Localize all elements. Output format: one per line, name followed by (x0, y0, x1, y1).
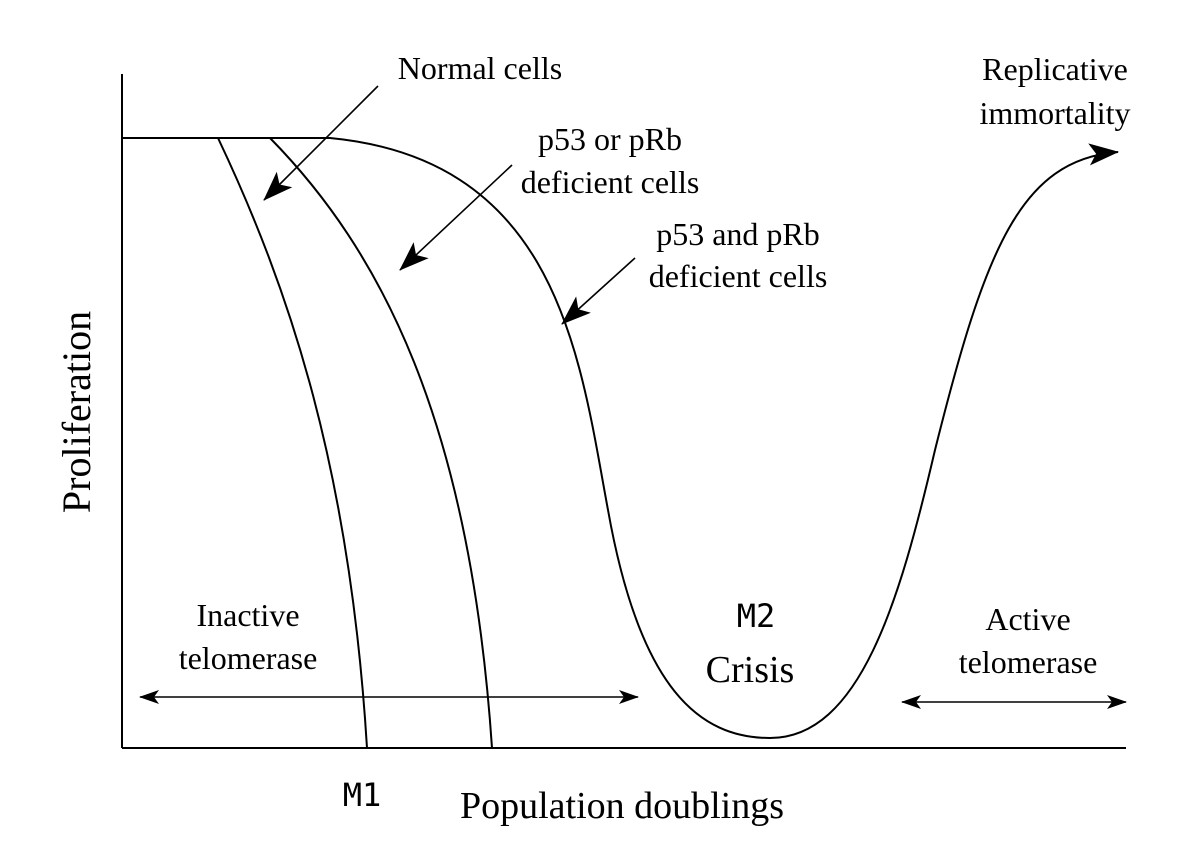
inactive-telomerase-label-line2: telomerase (179, 640, 318, 676)
crisis-label: Crisis (706, 649, 795, 691)
active-telomerase-label-line2: telomerase (959, 644, 1098, 680)
replicative-immortality-label-line1: Replicative (982, 51, 1128, 87)
p53-and-prb-pointer-arrow (561, 257, 636, 325)
active-telomerase-label-line1: Active (985, 601, 1070, 637)
inactive-telomerase-label-line1: Inactive (196, 597, 299, 633)
p53-or-prb-curve (122, 137, 493, 749)
p53-and-prb-label-line1: p53 and pRb (656, 216, 820, 252)
x-axis-label: Population doublings (460, 785, 784, 827)
normal-cells-curve (122, 137, 368, 749)
y-axis-label: Proliferation (54, 311, 99, 513)
p53-or-prb-label-line1: p53 or pRb (538, 121, 682, 157)
normal-cells-label: Normal cells (398, 50, 562, 86)
p53-and-prb-curve (122, 137, 1119, 740)
replicative-immortality-label-line2: immortality (979, 95, 1130, 131)
p53-or-prb-label-line2: deficient cells (521, 164, 700, 200)
p53-and-prb-label-line2: deficient cells (649, 258, 828, 294)
p53-or-prb-pointer-arrow (399, 164, 513, 271)
normal-cells-pointer-arrow (263, 85, 379, 201)
m2-marker-label: M2 (737, 597, 776, 635)
m1-marker-label: M1 (343, 776, 382, 814)
